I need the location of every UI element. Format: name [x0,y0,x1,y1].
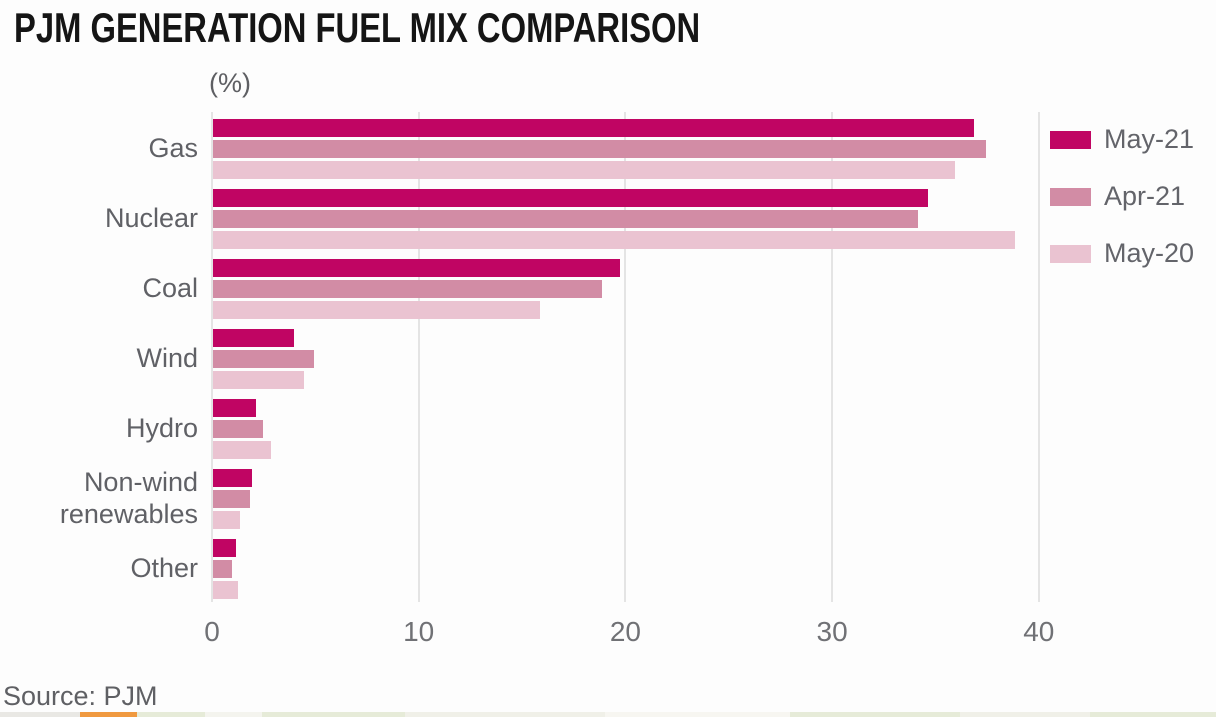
chart-title: PJM GENERATION FUEL MIX COMPARISON [14,4,701,51]
legend-swatch-may-20 [1050,244,1091,263]
category-label-non-wind-renewables: Non-wind renewables [59,467,198,529]
bar-non-wind-renewables-may-20 [213,511,240,529]
legend: May-21 Apr-21 May-20 [1050,124,1194,269]
bottom-strip-segment [960,712,1090,717]
bar-non-wind-renewables-apr-21 [213,490,251,508]
category-label-gas: Gas [148,133,198,164]
bar-hydro-may-21 [213,399,257,417]
bar-coal-apr-21 [213,280,602,298]
bottom-strip-segment [605,712,790,717]
legend-item-apr-21: Apr-21 [1050,181,1194,212]
bar-wind-apr-21 [213,350,315,368]
bar-gas-apr-21 [213,140,987,158]
bottom-strip [0,712,1216,717]
bottom-strip-segment [80,712,137,717]
bar-coal-may-20 [213,301,540,319]
category-label-nuclear: Nuclear [104,203,198,234]
gridline-x40 [1037,112,1040,602]
bar-wind-may-21 [213,329,294,347]
bar-nuclear-may-21 [213,189,929,207]
source-line: Source: PJM [3,681,158,711]
legend-label: May-21 [1104,124,1195,154]
bottom-strip-segment [790,712,960,717]
bottom-strip-segment [205,712,262,717]
legend-swatch-apr-21 [1050,187,1091,206]
bar-other-apr-21 [213,560,232,578]
axis-unit-label: (%) [209,68,251,98]
category-label-hydro: Hydro [125,413,198,444]
legend-item-may-21: May-21 [1050,124,1194,155]
legend-swatch-may-21 [1050,130,1091,149]
gridline-x20 [624,112,627,602]
tick-label-30: 30 [816,616,848,647]
tick-label-0: 0 [204,616,220,647]
bar-nuclear-may-20 [213,231,1015,249]
bar-hydro-apr-21 [213,420,263,438]
gridline-x30 [831,112,834,602]
category-label-other: Other [130,553,198,584]
category-label-wind: Wind [136,343,198,374]
bottom-strip-segment [405,712,605,717]
tick-label-10: 10 [403,616,435,647]
bar-non-wind-renewables-may-21 [213,469,253,487]
bottom-strip-segment [0,712,80,717]
bottom-strip-segment [137,712,205,717]
bar-other-may-21 [213,539,236,557]
bar-hydro-may-20 [213,441,271,459]
tick-label-40: 40 [1023,616,1055,647]
tick-label-20: 20 [609,616,641,647]
gridline-x10 [417,112,420,602]
bar-gas-may-20 [213,161,956,179]
bar-coal-may-21 [213,259,621,277]
bottom-strip-segment [1090,712,1216,717]
legend-item-may-20: May-20 [1050,238,1194,269]
gridline-x0 [211,112,213,602]
bar-gas-may-21 [213,119,974,137]
plot-area [211,112,1045,602]
bar-nuclear-apr-21 [213,210,918,228]
category-label-coal: Coal [142,273,198,304]
bar-wind-may-20 [213,371,304,389]
bottom-strip-segment [262,712,405,717]
legend-label: Apr-21 [1104,181,1186,211]
legend-label: May-20 [1104,238,1195,268]
bar-other-may-20 [213,581,238,599]
